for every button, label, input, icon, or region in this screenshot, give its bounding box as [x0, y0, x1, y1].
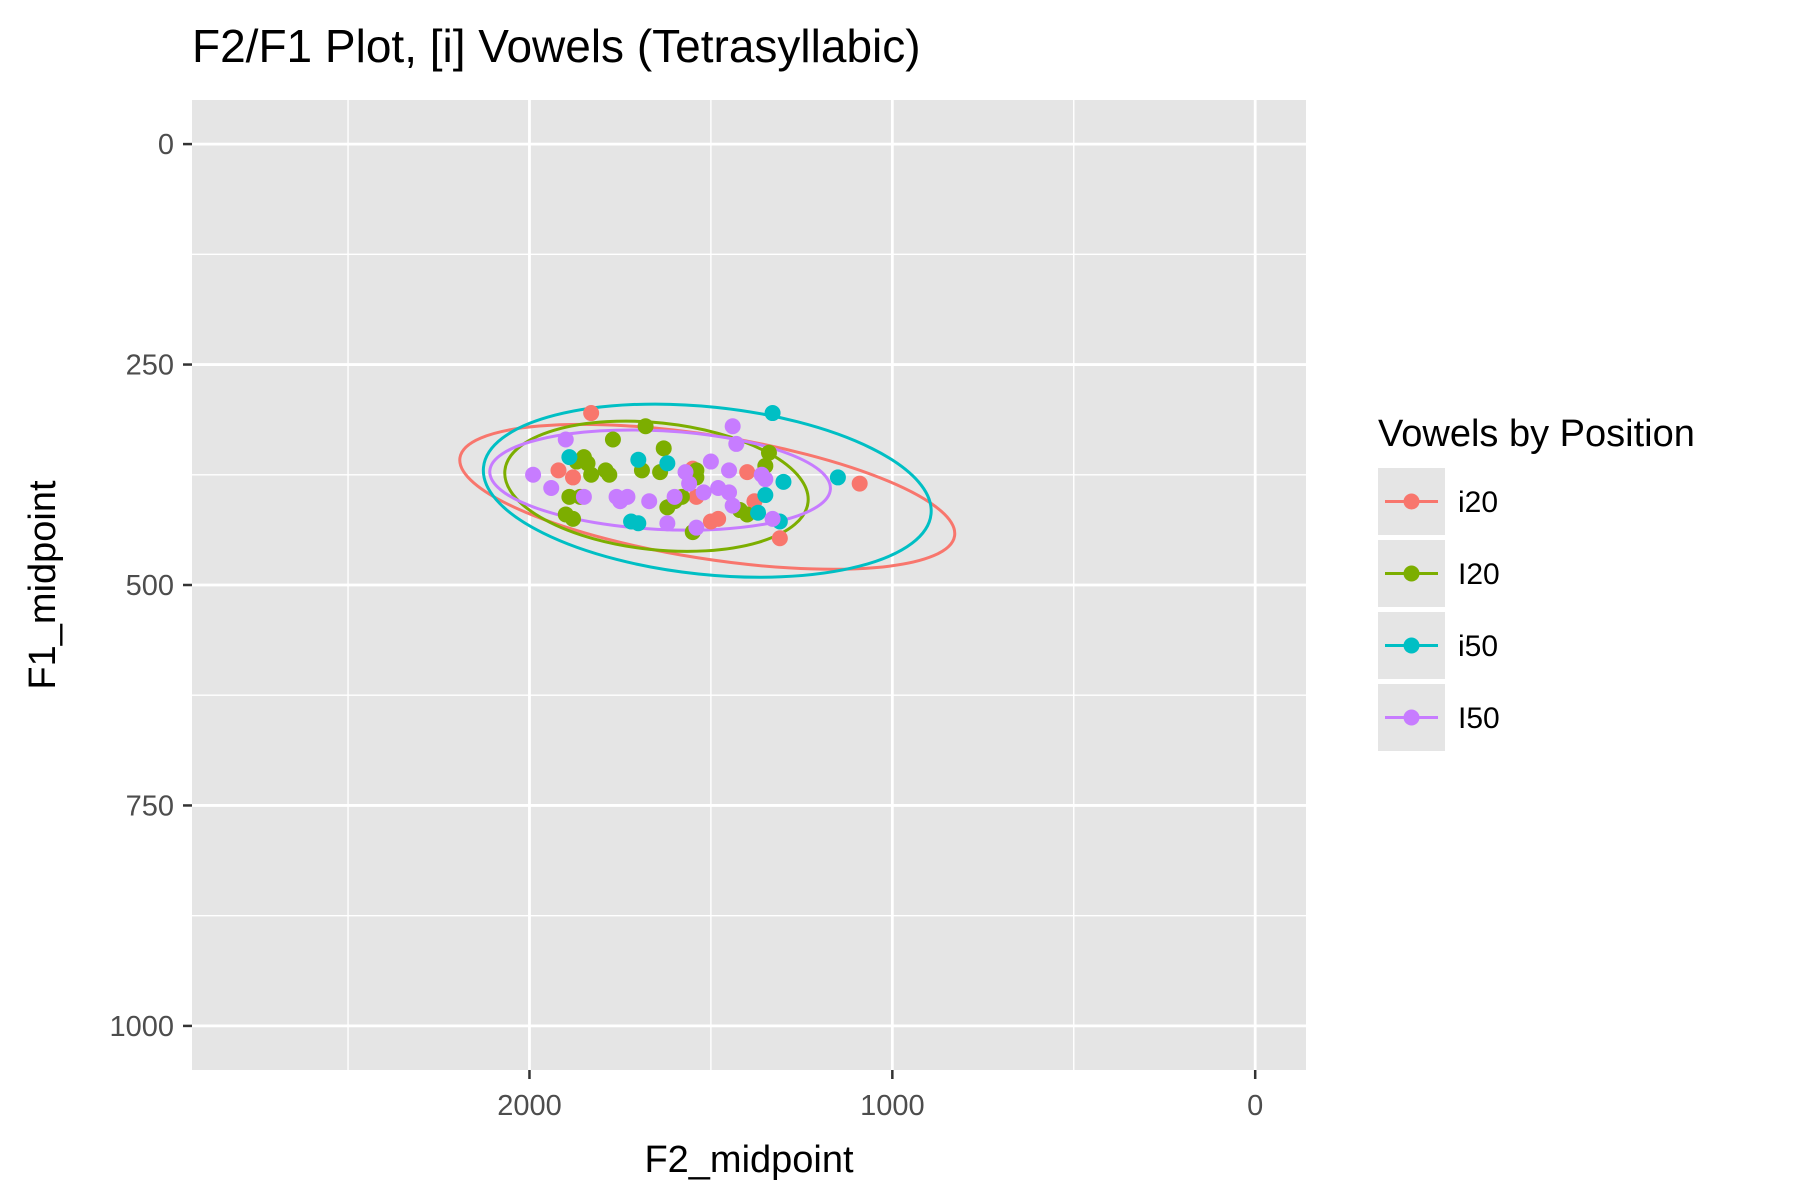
y-axis: 0 250 500 750 1000 [109, 129, 192, 1043]
point-I50 [681, 475, 698, 492]
point-i50 [829, 469, 846, 486]
point-I20 [760, 444, 777, 461]
confidence-ellipses [458, 402, 957, 579]
y-tick-label: 750 [126, 790, 174, 822]
legend-title: Vowels by Position [1378, 413, 1695, 455]
point-i50 [757, 487, 774, 504]
point-i20 [771, 530, 788, 547]
legend-key-point [1403, 709, 1420, 726]
point-i20 [739, 464, 756, 481]
point-i50 [659, 455, 676, 472]
point-i20 [583, 405, 600, 422]
ellipse-I20 [503, 419, 810, 553]
point-i20 [710, 510, 727, 527]
legend-label-i50: i50 [1458, 630, 1498, 663]
x-axis-title: F2_midpoint [644, 1139, 854, 1181]
point-I50 [702, 453, 719, 470]
point-I50 [575, 488, 592, 505]
data-points [525, 405, 868, 547]
point-i50 [764, 405, 781, 422]
point-i20 [550, 462, 567, 479]
point-I50 [757, 471, 774, 488]
point-I20 [604, 431, 621, 448]
x-tick-label: 2000 [497, 1090, 562, 1122]
point-I20 [655, 440, 672, 457]
legend-key-point [1403, 565, 1420, 582]
point-I20 [601, 466, 618, 483]
point-I50 [721, 484, 738, 501]
x-tick-label: 0 [1247, 1090, 1263, 1122]
point-i50 [750, 504, 767, 521]
x-axis: 2000 1000 0 [497, 1070, 1263, 1122]
y-tick-label: 0 [158, 129, 174, 161]
chart-title: F2/F1 Plot, [i] Vowels (Tetrasyllabic) [192, 20, 921, 72]
point-I20 [561, 488, 578, 505]
point-I50 [721, 462, 738, 479]
point-I50 [557, 431, 574, 448]
point-i20 [851, 475, 868, 492]
point-I50 [666, 488, 683, 505]
ellipse-I50 [488, 428, 832, 532]
point-I50 [688, 519, 705, 536]
point-I50 [724, 497, 741, 514]
grid-major [192, 100, 1306, 1070]
legend: Vowels by Position i20 I20 i50 I50 [1378, 413, 1695, 751]
x-tick-label: 1000 [860, 1090, 925, 1122]
point-I50 [525, 466, 542, 483]
point-I20 [637, 418, 654, 435]
y-axis-title: F1_midpoint [22, 480, 64, 690]
ellipse-i50 [481, 402, 933, 579]
legend-label-I20: I20 [1458, 558, 1500, 591]
point-i50 [775, 473, 792, 490]
y-tick-label: 1000 [109, 1011, 174, 1043]
point-I50 [608, 488, 625, 505]
legend-label-i20: i20 [1458, 486, 1498, 519]
point-I20 [583, 466, 600, 483]
point-I50 [724, 418, 741, 435]
point-I50 [728, 435, 745, 452]
point-I50 [659, 515, 676, 532]
y-tick-label: 250 [126, 350, 174, 382]
legend-key-point [1403, 637, 1420, 654]
legend-key-point [1403, 493, 1420, 510]
point-i20 [565, 469, 582, 486]
point-I50 [695, 484, 712, 501]
point-I50 [764, 510, 781, 527]
legend-keys: i20 I20 i50 I50 [1378, 468, 1500, 751]
point-i50 [561, 449, 578, 466]
point-I20 [565, 510, 582, 527]
legend-label-I50: I50 [1458, 702, 1500, 735]
point-I50 [641, 493, 658, 510]
point-I50 [543, 480, 560, 496]
point-i50 [623, 513, 640, 530]
point-i50 [630, 451, 647, 468]
y-tick-label: 500 [126, 570, 174, 602]
